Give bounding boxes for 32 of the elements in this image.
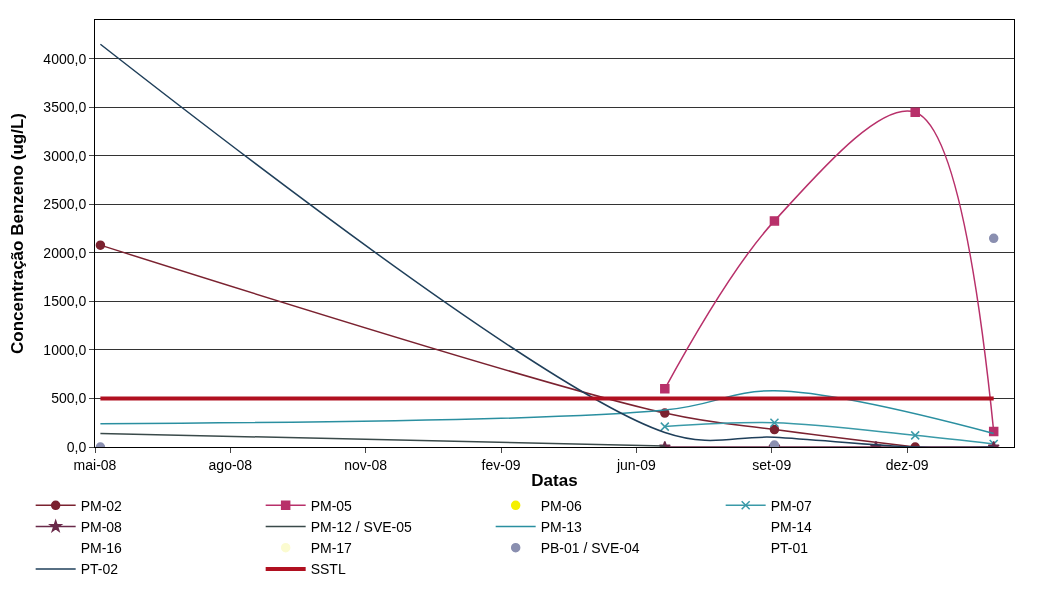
legend-label: SSTL [310,561,346,578]
y-tick-label: 4000,0 [43,50,87,67]
x-axis-title: Datas [531,471,578,491]
text: PM-14 [770,518,813,535]
legend-label: PM-06 [540,497,583,514]
text: PT-01 [770,540,809,557]
y-tick-label: 1000,0 [43,341,87,358]
y-tick-label: 2000,0 [43,244,87,261]
legend-label: PM-02 [80,497,123,514]
legend-label: PM-13 [540,518,583,535]
x-tick-label: dez-09 [885,456,929,473]
x-tick-label: set-09 [752,456,792,473]
y-tick-label: 0,0 [66,438,87,455]
x-tick-label: nov-08 [344,456,388,473]
y-tick-label: 1500,0 [43,293,87,310]
y-tick-label: 500,0 [51,390,87,407]
legend-label: PT-02 [80,561,119,578]
x-tick-label: ago-08 [208,456,253,473]
legend-label: PM-17 [310,540,353,557]
legend-label: PB-01 / SVE-04 [540,540,640,557]
y-tick-label: 3500,0 [43,99,87,116]
legend-label: PM-12 / SVE-05 [310,518,413,535]
text: PM-16 [80,540,123,557]
y-axis-title: Concentração Benzeno (ug/L) [7,113,27,354]
legend-label: PM-08 [80,518,123,535]
legend-label: PM-07 [770,497,813,514]
legend-label: PM-05 [310,497,353,514]
x-tick-label: mai-08 [73,456,117,473]
x-tick-label: jun-09 [615,456,657,473]
y-tick-label: 2500,0 [43,196,87,213]
y-tick-label: 3000,0 [43,147,87,164]
x-tick-label: fev-09 [481,456,521,473]
